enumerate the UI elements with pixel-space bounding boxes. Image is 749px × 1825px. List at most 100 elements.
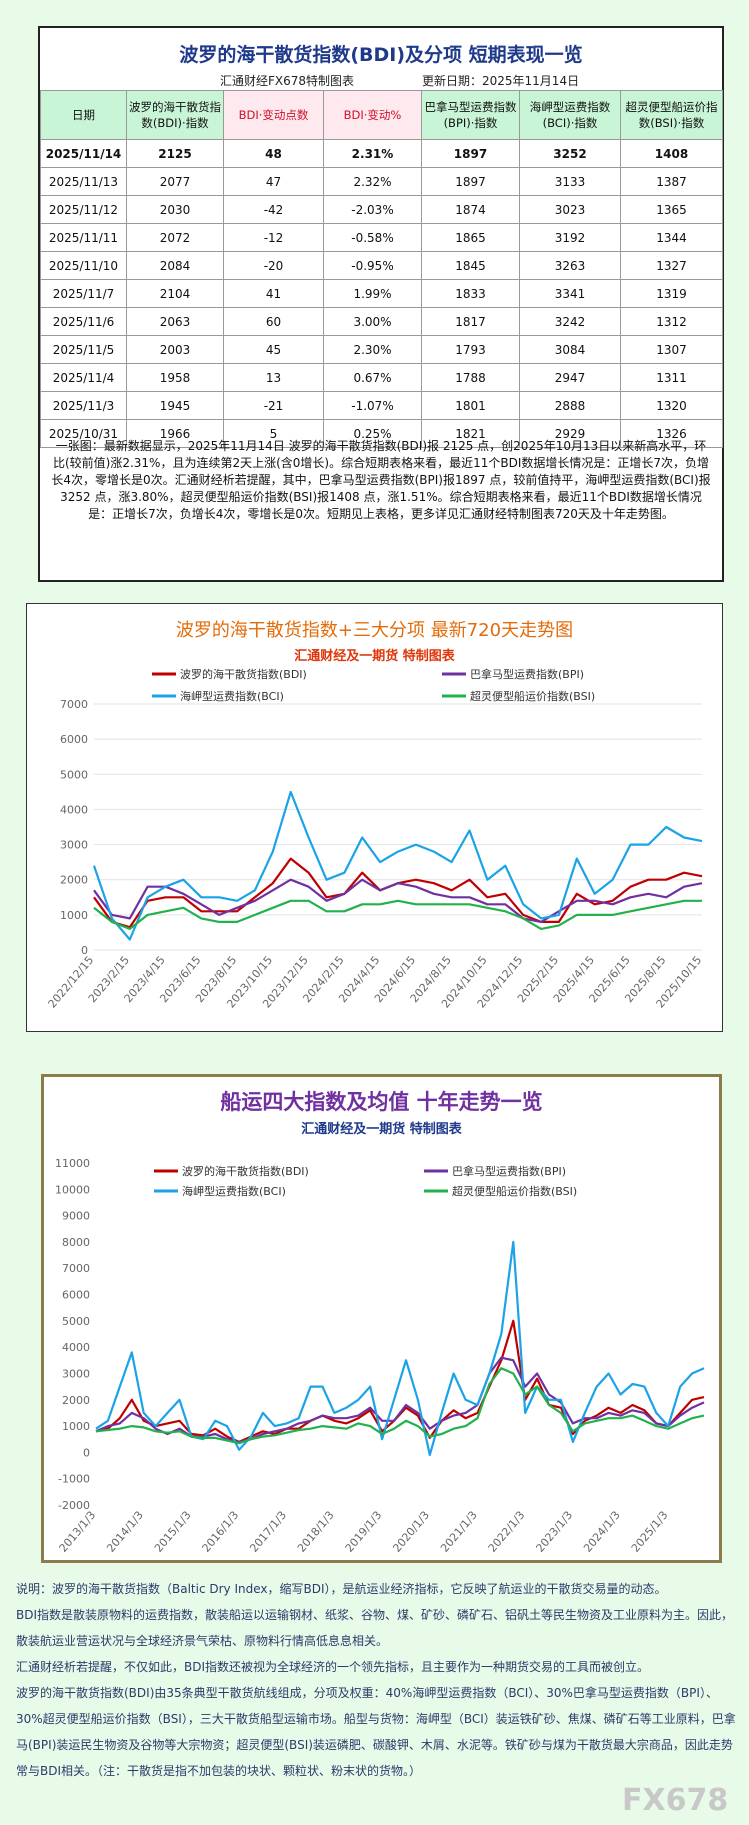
table-row: 2025/11/11 2072 -12 -0.58% 1865 3192 1344 [40,223,723,252]
x-tick-label: 2017/1/3 [247,1509,289,1555]
table-cell: 1788 [421,363,520,392]
table-cell: 2.32% [323,167,422,196]
series-line [95,1240,705,1457]
chart-subtitle: 汇通财经及一期货 特制图表 [294,648,456,664]
x-tick-label: 2015/1/3 [152,1509,194,1555]
y-tick-label: 0 [81,944,88,957]
y-tick-label: 7000 [62,1262,90,1275]
table-cell: 1408 [620,139,723,168]
y-tick-label: 4000 [60,803,88,816]
table-cell: 3023 [519,195,621,224]
table-cell: 45 [223,335,324,364]
series-line [93,899,702,930]
y-tick-label: 3000 [60,839,88,852]
header-cell: 海岬型运费指数(BCI)·指数 [519,90,621,140]
header-cell: 波罗的海干散货指数(BDI)·指数 [126,90,224,140]
plot [95,1240,705,1457]
summary: 一张图：最新数据显示，2025年11月14日 波罗的海干散货指数(BDI)报 2… [51,439,711,521]
y-tick-label: 1000 [62,1420,90,1433]
header-cell: 超灵便型船运价指数(BSI)·指数 [620,90,723,140]
table-cell: 2077 [126,167,224,196]
table-cell: 1312 [620,307,723,336]
table-cell: 2030 [126,195,224,224]
table-cell: 2025/11/10 [40,251,127,280]
table-cell: 3133 [519,167,621,196]
x-tick-label: 2023/1/3 [533,1509,575,1555]
table-cell: 1307 [620,335,723,364]
table-cell: 2025/11/14 [40,139,127,168]
table-cell: 0.25% [323,419,422,448]
header-cell: BDI·变动% [323,90,422,140]
header-cell: 日期 [40,90,127,140]
x-tick-label: 2024/1/3 [581,1509,623,1555]
y-tick-label: 11000 [55,1157,90,1170]
y-tick-label: 3000 [62,1367,90,1380]
chart-title: 波罗的海干散货指数+三大分项 最新720天走势图 [176,620,573,641]
table-cell: 1958 [126,363,224,392]
table-cell: 3252 [519,139,621,168]
note-paragraph: 汇通财经析若提醒，不仅如此，BDI指数还被视为全球经济的一个领先指标，且主要作为… [16,1660,650,1674]
legend-label: 海岬型运费指数(BCI) [180,689,284,703]
table-cell: -1.07% [323,391,422,420]
table-cell: 2084 [126,251,224,280]
note-paragraph: 波罗的海干散货指数(BDI)由35条典型干散货航线组成，分项及权重：40%海岬型… [16,1686,736,1778]
table-cell: 2072 [126,223,224,252]
watermark: FX678 [622,1783,729,1818]
table-cell: 2063 [126,307,224,336]
x-tick-label: 2025/1/3 [629,1509,671,1555]
y-tick-label: 6000 [60,733,88,746]
y-tick-label: 7000 [60,698,88,711]
table-cell: 2125 [126,139,224,168]
table-cell: 2947 [519,363,621,392]
y-tick-label: -2000 [58,1499,90,1512]
table-cell: 1311 [620,363,723,392]
table-cell: 1833 [421,279,520,308]
table-cell: -0.95% [323,251,422,280]
table-cell: 2.30% [323,335,422,364]
table-date: 更新日期：2025年11月14日 [422,74,580,88]
table-cell: 2003 [126,335,224,364]
table-cell: 13 [223,363,324,392]
table-cell: 2025/10/31 [40,419,127,448]
table-cell: 1817 [421,307,520,336]
table-cell: 1821 [421,419,520,448]
series-line [92,790,703,941]
x-tick-label: 2022/1/3 [486,1509,528,1555]
table-cell: 1897 [421,139,520,168]
legend-label: 海岬型运费指数(BCI) [182,1184,286,1198]
table-cell: 1326 [620,419,723,448]
table-cell: 2025/11/5 [40,335,127,364]
table-cell: 1319 [620,279,723,308]
table-row: 2025/10/31 1966 5 0.25% 1821 2929 1326 [40,419,723,448]
table-cell: 2025/11/13 [40,167,127,196]
table-row: 2025/11/13 2077 47 2.32% 1897 3133 1387 [40,167,723,196]
table-cell: 2025/11/4 [40,363,127,392]
note-paragraph: BDI指数是散装原物料的运费指数，散装船运以运输钢材、纸浆、谷物、煤、矿砂、磷矿… [16,1608,734,1648]
table-cell: 1327 [620,251,723,280]
table-cell: 0.67% [323,363,422,392]
table-panel: 波罗的海干散货指数(BDI)及分项 短期表现一览 汇通财经FX678特制图表 更… [38,26,724,582]
data-table: 日期 波罗的海干散货指数(BDI)·指数 BDI·变动点数 BDI·变动% 巴拿马型运费… [40,90,723,448]
table-cell: 3192 [519,223,621,252]
notes: 说明：波罗的海干散货指数（Baltic Dry Index，缩写BDI），是航运… [16,1576,741,1784]
legend-label: 巴拿马型运费指数(BPI) [470,667,584,681]
table-cell: 48 [223,139,324,168]
table-cell: 3084 [519,335,621,364]
table-cell: 3.00% [323,307,422,336]
table-row: 2025/11/5 2003 45 2.30% 1793 3084 1307 [40,335,723,364]
table-cell: -12 [223,223,324,252]
y-tick-label: 6000 [62,1289,90,1302]
table-cell: -21 [223,391,324,420]
legend-label: 巴拿马型运费指数(BPI) [452,1164,566,1178]
table-cell: 2.31% [323,139,422,168]
x-tick-label: 2014/1/3 [104,1509,146,1555]
x-tick-label: 2019/1/3 [343,1509,385,1555]
table-cell: -2.03% [323,195,422,224]
table-cell: 2025/11/3 [40,391,127,420]
table-cell: 3341 [519,279,621,308]
table-row: 2025/11/4 1958 13 0.67% 1788 2947 1311 [40,363,723,392]
table-row: 2025/11/12 2030 -42 -2.03% 1874 3023 1365 [40,195,723,224]
table-cell: 1387 [620,167,723,196]
table-row: 2025/11/3 1945 -21 -1.07% 1801 2888 1320 [40,391,723,420]
